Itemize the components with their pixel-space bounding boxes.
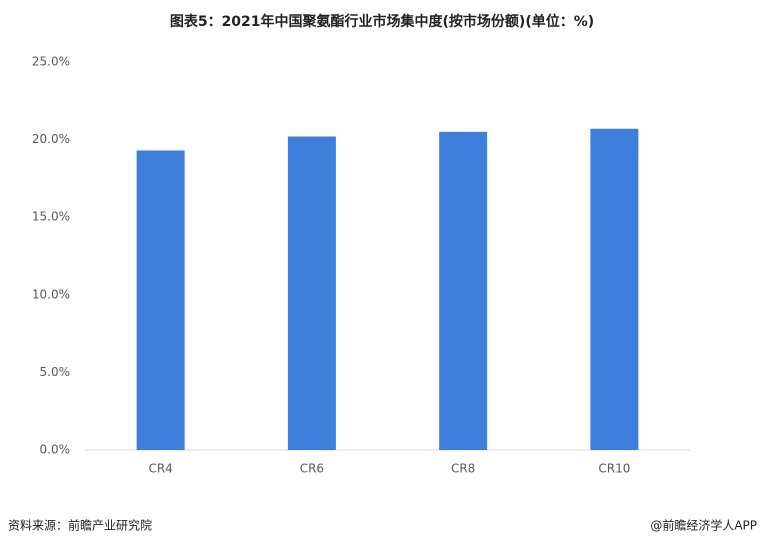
x-tick-label: CR4 bbox=[148, 462, 172, 476]
y-tick-label: 20.0% bbox=[32, 132, 70, 146]
bar bbox=[439, 131, 488, 450]
y-tick-label: 25.0% bbox=[32, 55, 70, 69]
bar bbox=[590, 128, 639, 450]
y-tick-label: 0.0% bbox=[40, 443, 71, 457]
credit: @前瞻经济学人APP bbox=[650, 518, 757, 533]
x-tick-label: CR6 bbox=[300, 462, 324, 476]
y-tick-label: 10.0% bbox=[32, 287, 70, 301]
y-tick-label: 5.0% bbox=[40, 365, 71, 379]
chart-title: 图表5：2021年中国聚氨酯行业市场集中度(按市场份额)(单位：%) bbox=[170, 13, 594, 30]
source-note: 资料来源：前瞻产业研究院 bbox=[8, 518, 152, 533]
x-tick-label: CR10 bbox=[598, 462, 630, 476]
x-tick-label: CR8 bbox=[451, 462, 475, 476]
bar bbox=[287, 136, 336, 450]
y-tick-label: 15.0% bbox=[32, 210, 70, 224]
bar bbox=[136, 150, 185, 451]
